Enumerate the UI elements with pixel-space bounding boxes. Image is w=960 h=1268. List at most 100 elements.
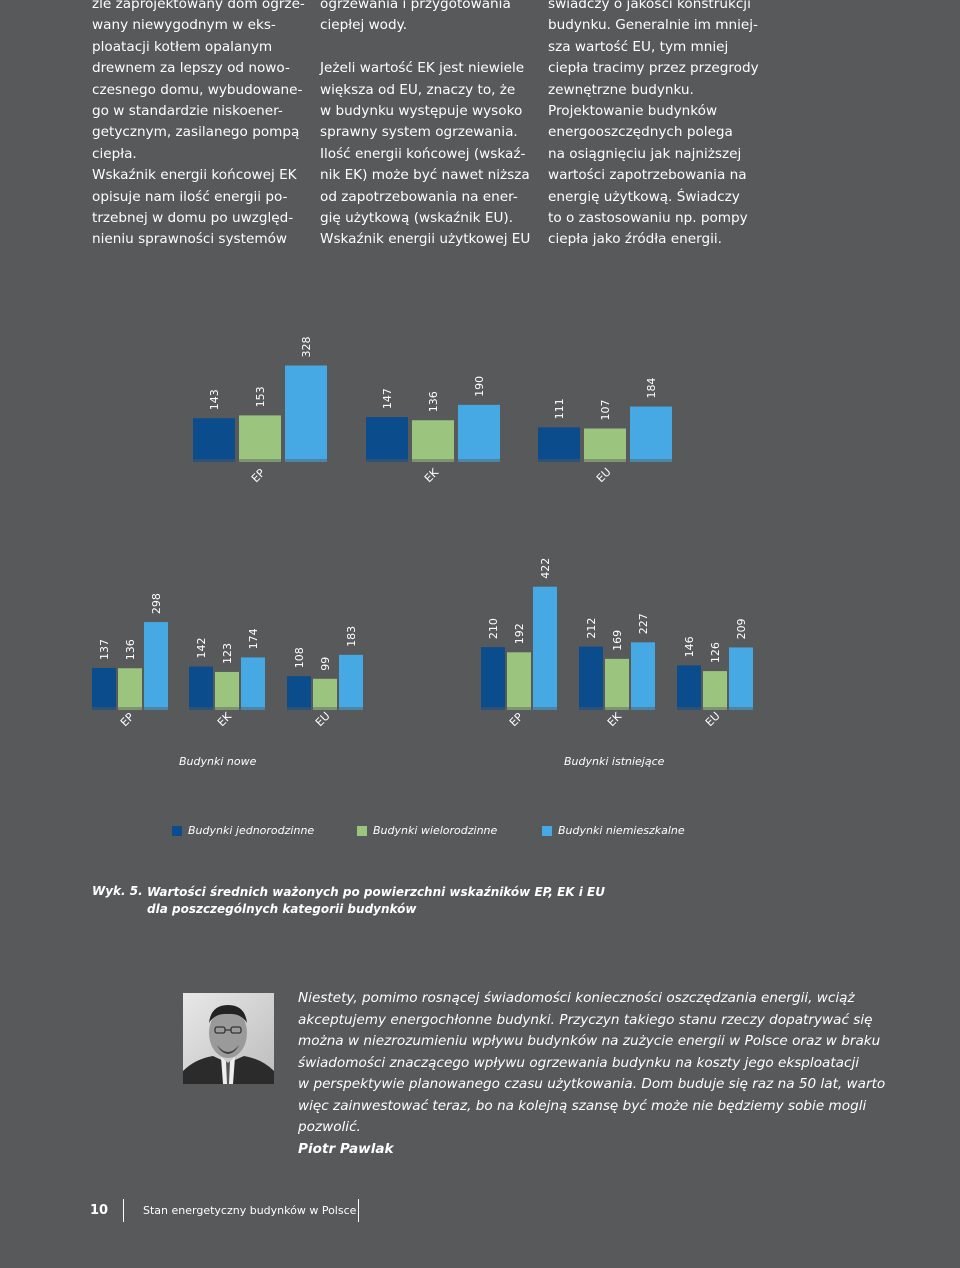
text-line: energooszczędnych polega xyxy=(548,124,733,141)
value-label: 190 xyxy=(473,376,486,397)
bar-shadow xyxy=(729,707,753,710)
footer-title: Stan energetyczny budynków w Polsce xyxy=(143,1204,357,1217)
bar-ek-1 xyxy=(605,658,629,707)
bar-shadow xyxy=(366,459,408,462)
text-line: budynku. Generalnie im mniej- xyxy=(548,17,758,34)
bar-shadow xyxy=(144,707,168,710)
text-line: źle zaprojektowany dom ogrze- xyxy=(92,0,305,12)
text-line: czesnego domu, wybudowane- xyxy=(92,81,303,98)
legend-item-single-family: Budynki jednorodzinne xyxy=(172,824,314,837)
bar-ep-2 xyxy=(285,365,327,459)
text-line: getycznym, zasilanego pompą xyxy=(92,124,300,141)
bar-shadow xyxy=(412,459,454,462)
bar-ep-1 xyxy=(507,652,531,707)
paragraph-gap xyxy=(320,37,530,58)
legend-label: Budynki wielorodzinne xyxy=(373,824,498,837)
bar-shadow xyxy=(118,707,142,710)
bar-ek-2 xyxy=(458,404,500,459)
value-label: 174 xyxy=(247,628,260,649)
bar-ek-2 xyxy=(241,657,265,707)
bar-ek-0 xyxy=(189,666,213,707)
value-label: 123 xyxy=(221,643,234,664)
bar-ek-1 xyxy=(215,671,239,707)
bar-ek-2 xyxy=(631,642,655,707)
value-label: 111 xyxy=(553,398,566,419)
bar-ep-0 xyxy=(92,667,116,707)
quote-line: można w niezrozumieniu wpływu budynków n… xyxy=(298,1033,881,1049)
bar-eu-1 xyxy=(313,678,337,707)
bar-eu-2 xyxy=(630,406,672,459)
quote-line: Niestety, pomimo rosnącej świadomości ko… xyxy=(298,990,855,1006)
value-label: 146 xyxy=(683,636,696,657)
value-label: 107 xyxy=(599,400,612,421)
chart-ep-ek-eu-new-vs-existing: 137 136 298 EP 142 123 174 EK 108 99 183 EU 210 192 42… xyxy=(92,558,753,729)
author-photo xyxy=(183,993,274,1084)
bar-shadow xyxy=(533,707,557,710)
value-label: 227 xyxy=(637,613,650,634)
text-line: świadczy o jakości konstrukcji xyxy=(548,0,751,12)
bar-shadow xyxy=(239,459,281,462)
value-label: 169 xyxy=(611,630,624,651)
value-label: 142 xyxy=(195,638,208,659)
bar-ep-0 xyxy=(481,647,505,707)
group-label-new: Budynki nowe xyxy=(179,755,257,768)
bar-ep-1 xyxy=(239,415,281,459)
bar-ek-1 xyxy=(412,420,454,459)
bar-shadow xyxy=(313,707,337,710)
category-label: EP xyxy=(249,466,268,485)
bar-ek-0 xyxy=(579,646,603,707)
bar-shadow xyxy=(458,459,500,462)
figure-number: Wyk. 5. xyxy=(92,884,143,898)
category-label: EU xyxy=(594,465,614,485)
category-label: EP xyxy=(118,710,137,729)
text-line: sza wartość EU, tym mniej xyxy=(548,38,729,55)
text-line: ploatacji kotłem opalanym xyxy=(92,38,273,55)
value-label: 136 xyxy=(427,391,440,412)
bar-shadow xyxy=(538,459,580,462)
legend-label: Budynki jednorodzinne xyxy=(188,824,315,837)
text-line: drewnem za lepszy od nowo- xyxy=(92,60,290,77)
text-line: opisuje nam ilość energii po- xyxy=(92,188,288,205)
category-label: EP xyxy=(507,710,526,729)
value-label: 153 xyxy=(254,386,267,407)
text-line: energię użytkową. Świadczy xyxy=(548,188,740,205)
caption-line: Wartości średnich ważonych po powierzchn… xyxy=(147,885,605,899)
legend-label: Budynki niemieszkalne xyxy=(558,824,685,837)
legend-item-multi-family: Budynki wielorodzinne xyxy=(357,824,497,837)
legend-swatch xyxy=(542,825,552,836)
bar-eu-2 xyxy=(339,654,363,707)
value-label: 137 xyxy=(98,639,111,660)
quote-line: pozwolić. xyxy=(298,1119,361,1135)
bar-shadow xyxy=(189,707,213,710)
value-label: 212 xyxy=(585,618,598,639)
text-line: na osiągnięciu jak najniższej xyxy=(548,145,742,162)
bar-eu-0 xyxy=(287,676,311,707)
category-label: EK xyxy=(215,709,235,729)
bar-ep-2 xyxy=(144,622,168,707)
text-line: ciepła jako źródła energii. xyxy=(548,231,722,248)
quote-line: więc zainwestować teraz, bo na kolejną s… xyxy=(298,1097,867,1114)
category-label: EK xyxy=(605,709,625,729)
category-label: EU xyxy=(313,709,333,729)
text-line: ciepłej wody. xyxy=(320,17,408,34)
value-label: 143 xyxy=(208,389,221,410)
text-line: trzebnej w domu po uwzględ- xyxy=(92,210,294,227)
text-line: nik EK) może być nawet niższa xyxy=(320,167,530,184)
text-line: Wskaźnik energii końcowej EK xyxy=(92,167,297,184)
text-line: sprawny system ogrzewania. xyxy=(320,124,518,141)
text-line: wartości zapotrzebowania na xyxy=(548,167,747,184)
bar-shadow xyxy=(241,707,265,710)
bar-shadow xyxy=(703,707,727,710)
text-column-1: źle zaprojektowany dom ogrze- wany niewy… xyxy=(92,0,305,251)
text-line: Ilość energii końcowej (wskaź- xyxy=(320,145,526,162)
quote-author: Piotr Pawlak xyxy=(298,1140,394,1157)
figure-caption: Wartości średnich ważonych po powierzchn… xyxy=(147,884,605,917)
bar-eu-1 xyxy=(703,671,727,707)
bar-ep-1 xyxy=(118,668,142,707)
value-label: 422 xyxy=(539,558,552,579)
text-line: ciepła. xyxy=(92,145,137,162)
bar-shadow xyxy=(579,707,603,710)
text-line: to o zastosowaniu np. pompy xyxy=(548,210,748,227)
bar-shadow xyxy=(631,707,655,710)
bar-shadow xyxy=(605,707,629,710)
